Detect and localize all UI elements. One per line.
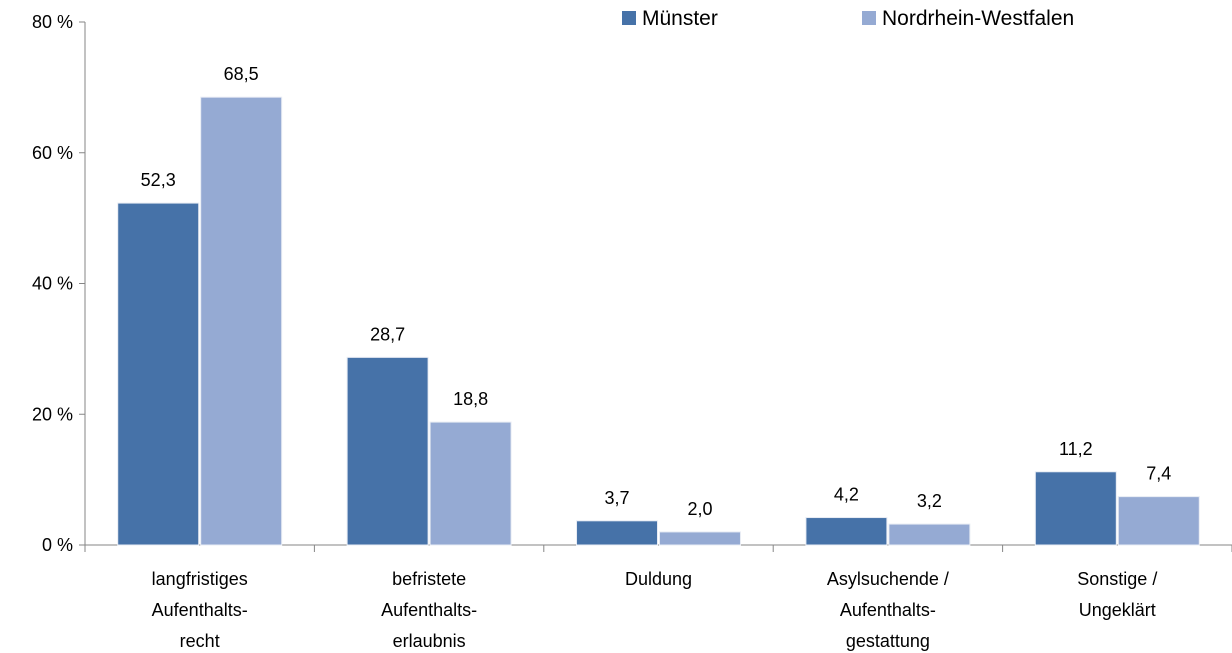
bar [805,517,888,546]
data-label: 4,2 [834,485,859,505]
y-tick-label: 0 % [42,535,73,555]
y-tick-label: 80 % [32,12,73,32]
data-label: 52,3 [141,170,176,190]
bar [200,96,283,546]
x-tick-label-line: Aufenthalts- [840,600,936,620]
x-tick-label-line: Duldung [625,569,692,589]
bar [117,202,200,546]
x-tick-label-line: Asylsuchende / [827,569,949,589]
x-tick-label-line: langfristiges [152,569,248,589]
bar [346,356,429,546]
x-tick-label: Sonstige / Ungeklärt [1077,569,1157,620]
x-tick-label: langfristiges Aufenthalts-recht [152,569,248,651]
legend-label: Münster [642,7,718,30]
y-tick-label: 60 % [32,143,73,163]
x-tick-label-line: recht [180,631,220,651]
bar [1117,496,1200,546]
data-label: 18,8 [453,389,488,409]
x-tick-label-line: Aufenthalts- [381,600,477,620]
x-tick-label-line: gestattung [846,631,930,651]
y-tick-label: 20 % [32,404,73,424]
data-label: 3,7 [604,488,629,508]
x-tick-label: Duldung [625,569,692,589]
data-label: 7,4 [1146,464,1171,484]
x-tick-label-line: befristete [392,569,466,589]
bar [576,520,658,546]
x-tick-label-line: Aufenthalts- [152,600,248,620]
legend-label: Nordrhein-Westfalen [882,7,1074,30]
data-label: 28,7 [370,324,405,344]
bar [429,421,512,546]
x-tick-label-line: erlaubnis [393,631,466,651]
data-label: 3,2 [917,491,942,511]
data-label: 11,2 [1059,439,1093,459]
legend-swatch [862,11,876,25]
x-tick-label-line: Ungeklärt [1079,600,1156,620]
bar [888,523,971,546]
x-tick-label: befristete Aufenthalts-erlaubnis [381,569,477,651]
x-tick-label-line: Sonstige / [1077,569,1157,589]
bar [1034,471,1117,546]
data-label: 68,5 [224,64,259,84]
legend-swatch [622,11,636,25]
y-tick-label: 40 % [32,274,73,294]
x-tick-label: Asylsuchende / Aufenthalts-gestattung [827,569,949,651]
bar [659,531,741,546]
data-label: 2,0 [687,499,712,519]
